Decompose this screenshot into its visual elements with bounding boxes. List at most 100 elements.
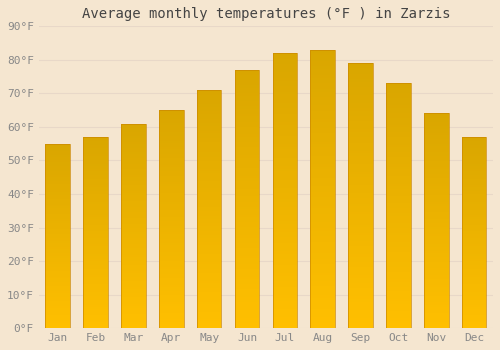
Bar <box>462 326 486 328</box>
Bar <box>424 225 448 227</box>
Bar <box>348 132 373 135</box>
Bar <box>234 134 260 137</box>
Bar <box>84 298 108 300</box>
Bar <box>46 245 70 247</box>
Bar <box>197 164 222 166</box>
Bar <box>84 280 108 282</box>
Bar <box>121 291 146 293</box>
Bar <box>272 246 297 248</box>
Bar <box>159 193 184 195</box>
Bar <box>310 66 335 69</box>
Bar <box>197 223 222 226</box>
Bar <box>121 148 146 150</box>
Bar <box>424 270 448 272</box>
Bar <box>197 157 222 159</box>
Bar <box>121 210 146 211</box>
Bar <box>310 289 335 292</box>
Bar <box>462 301 486 303</box>
Bar <box>197 135 222 138</box>
Bar <box>462 317 486 318</box>
Bar <box>46 297 70 299</box>
Bar <box>348 106 373 108</box>
Bar <box>424 212 448 215</box>
Bar <box>386 167 410 169</box>
Bar <box>462 175 486 177</box>
Bar <box>159 282 184 285</box>
Bar <box>159 173 184 176</box>
Bar <box>46 243 70 245</box>
Bar <box>272 287 297 290</box>
Bar <box>462 311 486 313</box>
Bar <box>46 267 70 269</box>
Bar <box>46 212 70 214</box>
Bar <box>159 199 184 202</box>
Bar <box>159 123 184 125</box>
Bar <box>234 308 260 310</box>
Bar <box>462 211 486 214</box>
Bar <box>424 324 448 326</box>
Bar <box>197 264 222 266</box>
Bar <box>84 309 108 311</box>
Bar <box>121 310 146 312</box>
Bar <box>272 226 297 229</box>
Bar <box>424 276 448 279</box>
Bar <box>424 302 448 304</box>
Bar <box>46 284 70 286</box>
Bar <box>121 228 146 230</box>
Bar <box>121 203 146 205</box>
Bar <box>159 298 184 300</box>
Bar <box>310 295 335 298</box>
Bar <box>424 120 448 122</box>
Bar <box>462 156 486 158</box>
Bar <box>234 147 260 150</box>
Bar <box>348 209 373 212</box>
Bar <box>159 182 184 184</box>
Bar <box>234 202 260 204</box>
Bar <box>234 160 260 163</box>
Bar <box>386 238 410 240</box>
Bar <box>424 315 448 317</box>
Bar <box>348 265 373 267</box>
Bar <box>424 113 448 116</box>
Bar <box>272 114 297 117</box>
Bar <box>310 284 335 286</box>
Bar <box>386 132 410 135</box>
Bar <box>462 145 486 147</box>
Bar <box>159 311 184 313</box>
Bar <box>462 298 486 300</box>
Bar <box>424 320 448 322</box>
Bar <box>121 238 146 240</box>
Bar <box>197 326 222 328</box>
Bar <box>386 277 410 279</box>
Bar <box>46 271 70 273</box>
Bar <box>462 275 486 276</box>
Bar <box>462 263 486 265</box>
Bar <box>348 241 373 243</box>
Bar <box>386 309 410 311</box>
Bar <box>386 318 410 321</box>
Bar <box>310 55 335 58</box>
Bar <box>348 71 373 74</box>
Bar <box>272 243 297 246</box>
Bar <box>234 78 260 80</box>
Bar <box>234 140 260 142</box>
Bar <box>424 227 448 230</box>
Bar <box>159 226 184 228</box>
Bar <box>234 310 260 313</box>
Bar <box>462 168 486 169</box>
Bar <box>197 269 222 271</box>
Bar <box>84 324 108 326</box>
Bar <box>84 322 108 324</box>
Bar <box>424 281 448 283</box>
Bar <box>386 289 410 292</box>
Bar <box>121 189 146 191</box>
Bar <box>310 314 335 317</box>
Bar <box>310 175 335 178</box>
Bar <box>197 211 222 214</box>
Bar <box>159 171 184 173</box>
Bar <box>159 145 184 147</box>
Bar <box>310 217 335 219</box>
Bar <box>386 265 410 267</box>
Bar <box>159 154 184 156</box>
Bar <box>462 198 486 200</box>
